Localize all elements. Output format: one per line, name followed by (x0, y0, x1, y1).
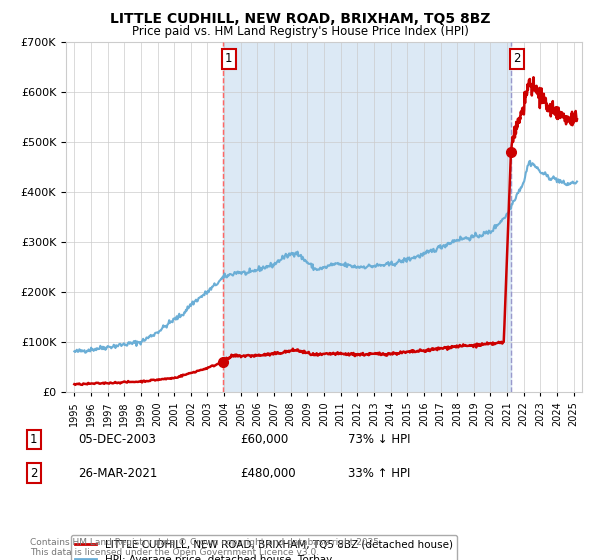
Bar (223, 42, 511, 392)
Text: 05-DEC-2003: 05-DEC-2003 (78, 433, 156, 446)
Text: 1: 1 (225, 52, 232, 66)
Text: £60,000: £60,000 (240, 433, 288, 446)
Text: Price paid vs. HM Land Registry's House Price Index (HPI): Price paid vs. HM Land Registry's House … (131, 25, 469, 38)
Text: LITTLE CUDHILL, NEW ROAD, BRIXHAM, TQ5 8BZ: LITTLE CUDHILL, NEW ROAD, BRIXHAM, TQ5 8… (110, 12, 490, 26)
Text: 2: 2 (30, 466, 37, 480)
Text: 2: 2 (513, 52, 521, 66)
Text: £480,000: £480,000 (240, 466, 296, 480)
Text: 33% ↑ HPI: 33% ↑ HPI (348, 466, 410, 480)
Legend: LITTLE CUDHILL, NEW ROAD, BRIXHAM, TQ5 8BZ (detached house), HPI: Average price,: LITTLE CUDHILL, NEW ROAD, BRIXHAM, TQ5 8… (71, 535, 457, 560)
Text: Contains HM Land Registry data © Crown copyright and database right 2025.
This d: Contains HM Land Registry data © Crown c… (30, 538, 382, 557)
Text: 73% ↓ HPI: 73% ↓ HPI (348, 433, 410, 446)
Text: 1: 1 (30, 433, 37, 446)
Text: 26-MAR-2021: 26-MAR-2021 (78, 466, 157, 480)
